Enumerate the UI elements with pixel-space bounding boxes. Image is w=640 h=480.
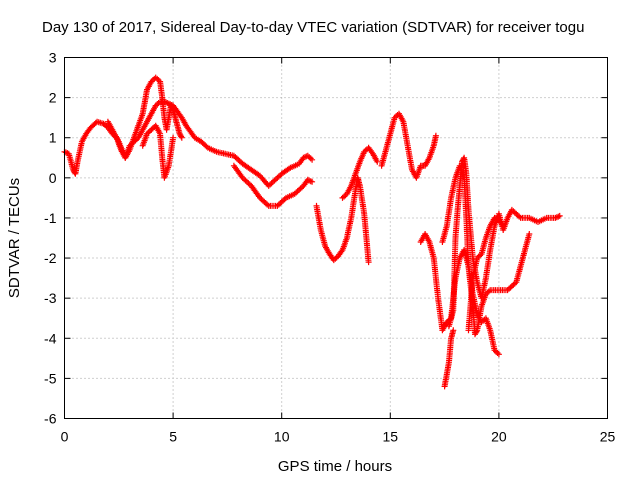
plot-frame	[64, 57, 608, 419]
y-tick-label: -4	[44, 330, 57, 346]
y-tick-label: -6	[44, 411, 57, 427]
y-tick-label: 2	[49, 90, 57, 106]
x-tick-label: 10	[274, 429, 290, 445]
series-trace-f	[339, 144, 381, 201]
y-tick-label: -2	[44, 250, 57, 266]
x-tick-label: 25	[600, 429, 616, 445]
series-markers	[378, 110, 439, 181]
x-tick-label: 15	[383, 429, 399, 445]
data-points	[61, 74, 563, 390]
series-markers	[441, 327, 457, 390]
series-trace-e	[313, 174, 372, 266]
series-markers	[445, 154, 563, 330]
y-tick-labels: -6 -5 -4 -3 -2 -1 0 1 2 3	[44, 50, 57, 427]
series-trace-k	[465, 214, 507, 334]
x-tick-label: 0	[61, 429, 69, 445]
series-trace-i	[445, 154, 563, 330]
y-tick-label: 3	[49, 50, 57, 66]
grid	[64, 57, 608, 419]
series-trace-d	[230, 162, 316, 209]
series-trace-g	[378, 110, 439, 181]
y-tick-label: -3	[44, 290, 57, 306]
x-tick-labels: 0 5 10 15 20 25	[61, 429, 616, 445]
axis-ticks	[64, 57, 608, 419]
y-tick-label: 0	[49, 170, 57, 186]
x-tick-label: 20	[491, 429, 507, 445]
series-trace-a	[61, 98, 316, 189]
series-markers	[465, 214, 507, 334]
series-markers	[339, 144, 381, 201]
series-markers	[61, 98, 316, 189]
y-axis-label: SDTVAR / TECUs	[6, 178, 23, 298]
series-markers	[139, 122, 177, 181]
x-tick-label: 5	[169, 429, 177, 445]
x-axis-label: GPS time / hours	[278, 458, 392, 475]
series-markers	[230, 162, 316, 209]
series-trace-l	[441, 327, 457, 390]
series-markers	[104, 74, 185, 161]
y-tick-label: -1	[44, 210, 57, 226]
chart-title: Day 130 of 2017, Sidereal Day-to-day VTE…	[42, 19, 584, 36]
y-tick-label: -5	[44, 370, 57, 386]
series-markers	[313, 174, 372, 266]
y-tick-label: 1	[49, 130, 57, 146]
series-trace-c	[139, 122, 177, 181]
series-trace-b	[104, 74, 185, 161]
